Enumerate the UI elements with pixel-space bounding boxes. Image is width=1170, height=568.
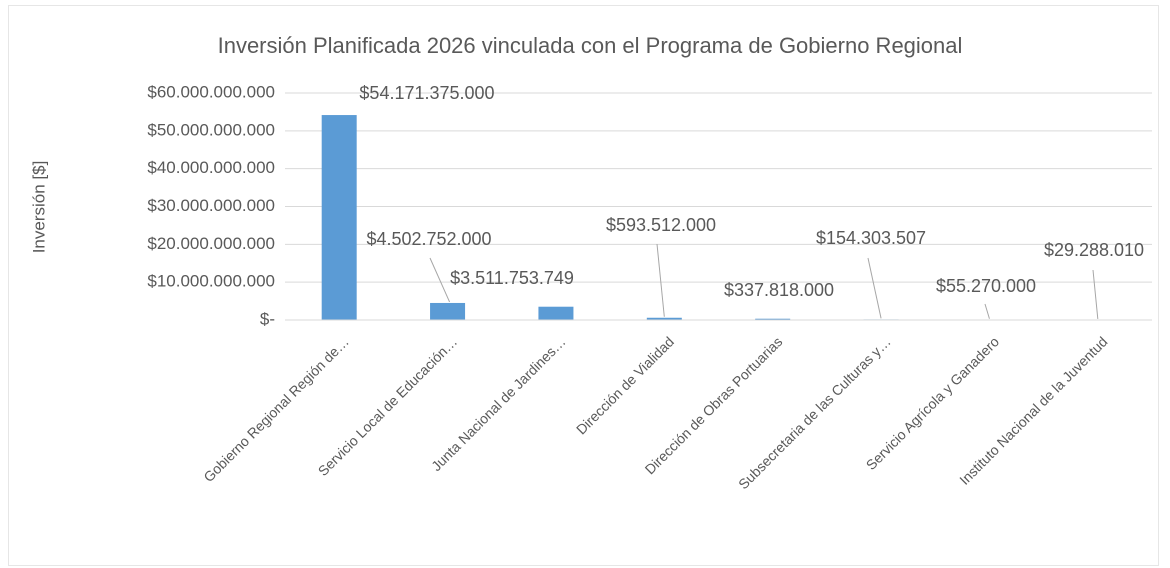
value-label: $54.171.375.000	[359, 83, 494, 103]
leader-line	[656, 243, 665, 317]
leader-line	[429, 257, 451, 303]
y-axis-label: Inversión [$]	[29, 161, 48, 254]
y-tick-label: $30.000.000.000	[147, 196, 275, 215]
value-label: $29.288.010	[1044, 240, 1144, 260]
y-tick-label: $10.000.000.000	[147, 272, 275, 291]
y-tick-label: $50.000.000.000	[147, 120, 275, 139]
chart-title: Inversión Planificada 2026 vinculada con…	[218, 33, 963, 58]
y-tick-label: $40.000.000.000	[147, 158, 275, 177]
bar	[646, 317, 682, 320]
leader-line	[867, 257, 882, 319]
value-label: $3.511.753.749	[450, 268, 574, 288]
value-label: $55.270.000	[936, 276, 1036, 296]
bar	[430, 302, 466, 320]
bar	[755, 318, 791, 320]
bar	[321, 115, 357, 320]
value-label: $154.303.507	[816, 228, 926, 248]
value-label: $4.502.752.000	[366, 229, 491, 249]
y-tick-label: $20.000.000.000	[147, 234, 275, 253]
y-tick-label: $-	[260, 309, 275, 328]
x-tick-label: Dirección de Vialidad	[573, 333, 677, 437]
leader-line	[984, 303, 990, 319]
bar	[538, 306, 574, 320]
y-tick-label: $60.000.000.000	[147, 82, 275, 101]
leader-line	[1092, 269, 1099, 319]
value-label: $337.818.000	[724, 280, 834, 300]
value-label: $593.512.000	[606, 215, 716, 235]
chart-frame	[8, 5, 1159, 566]
